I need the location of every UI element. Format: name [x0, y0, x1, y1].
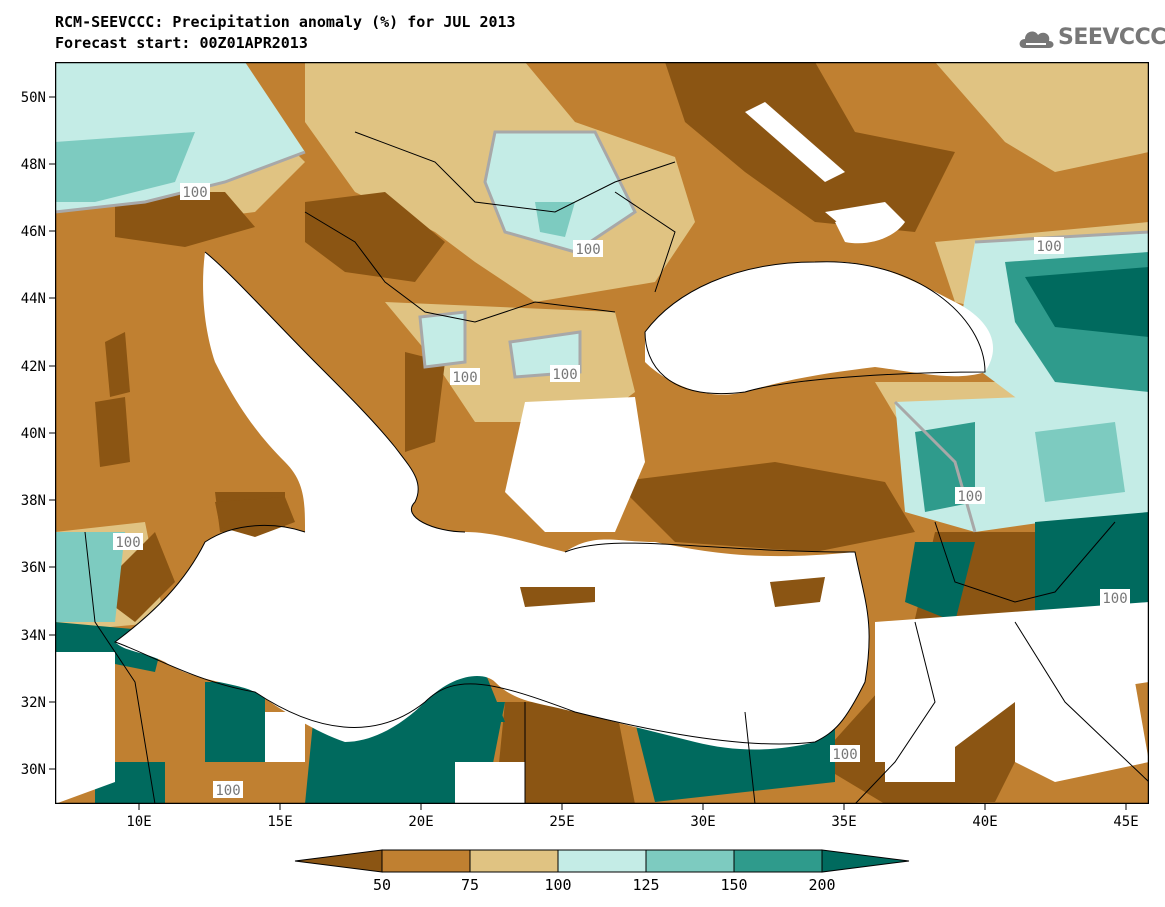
- title-line-2: Forecast start: 00Z01APR2013: [55, 34, 308, 52]
- lat-label: 32N: [21, 695, 46, 711]
- map-frame: [55, 62, 1149, 804]
- contour-label: 100: [452, 370, 477, 386]
- colorbar-segment: [821, 849, 910, 873]
- title-line-1: RCM-SEEVCCC: Precipitation anomaly (%) f…: [55, 13, 516, 31]
- lon-label: 20E: [408, 814, 433, 830]
- colorbar-tick: 125: [632, 876, 659, 894]
- lon-label: 25E: [549, 814, 574, 830]
- cloud-icon: [1019, 31, 1054, 48]
- islands: [95, 332, 825, 607]
- lat-label: 50N: [21, 90, 46, 106]
- contour-label: 100: [1036, 239, 1061, 255]
- colorbar-segment: [733, 849, 823, 873]
- sea-and-missing-data: [55, 102, 1149, 804]
- seevccc-logo: SEEVCCC: [1016, 22, 1165, 56]
- lat-label: 44N: [21, 291, 46, 307]
- lat-label: 40N: [21, 426, 46, 442]
- lat-label: 38N: [21, 493, 46, 509]
- lon-label: 30E: [690, 814, 715, 830]
- colorbar-tick: 150: [720, 876, 747, 894]
- contour-labels: 100 100 100 100 100 100 100 100 100 100: [113, 183, 1130, 799]
- lat-label: 42N: [21, 359, 46, 375]
- logo-text: SEEVCCC: [1058, 25, 1165, 50]
- contour-label: 100: [832, 747, 857, 763]
- lon-label: 40E: [972, 814, 997, 830]
- contour-label: 100: [1102, 591, 1127, 607]
- lat-label: 34N: [21, 628, 46, 644]
- map-title: RCM-SEEVCCC: Precipitation anomaly (%) f…: [55, 12, 516, 54]
- colorbar-segment: [381, 849, 471, 873]
- lat-axis: 50N 48N 46N 44N 42N 40N 38N 36N 34N 32N …: [21, 90, 55, 778]
- lon-label: 10E: [126, 814, 151, 830]
- contour-label: 100: [115, 535, 140, 551]
- lon-label: 15E: [267, 814, 292, 830]
- lat-label: 48N: [21, 157, 46, 173]
- lon-label: 45E: [1113, 814, 1138, 830]
- lat-label: 46N: [21, 224, 46, 240]
- colorbar-segment: [469, 849, 559, 873]
- colorbar-tick: 50: [373, 876, 391, 894]
- contour-label: 100: [957, 489, 982, 505]
- country-borders: [84, 131, 1149, 804]
- contour-label: 100: [182, 185, 207, 201]
- colorbar-segment: [557, 849, 647, 873]
- colorbar-tick: 200: [808, 876, 835, 894]
- contour-label: 100: [575, 242, 600, 258]
- colorbar-tick: 100: [544, 876, 571, 894]
- colorbar: 50 75 100 125 150 200: [294, 849, 910, 894]
- contour-label: 100: [552, 367, 577, 383]
- lon-axis: 10E 15E 20E 25E 30E 35E 40E 45E: [126, 804, 1139, 830]
- colorbar-tick: 75: [461, 876, 479, 894]
- colorbar-segment: [645, 849, 735, 873]
- contour-label: 100: [215, 783, 240, 799]
- colorbar-segment: [294, 849, 383, 873]
- precipitation-anomaly-map: 100 100 100 100 100 100 100 100 100 100: [55, 62, 1149, 804]
- lat-label: 30N: [21, 762, 46, 778]
- lon-label: 35E: [831, 814, 856, 830]
- lat-label: 36N: [21, 560, 46, 576]
